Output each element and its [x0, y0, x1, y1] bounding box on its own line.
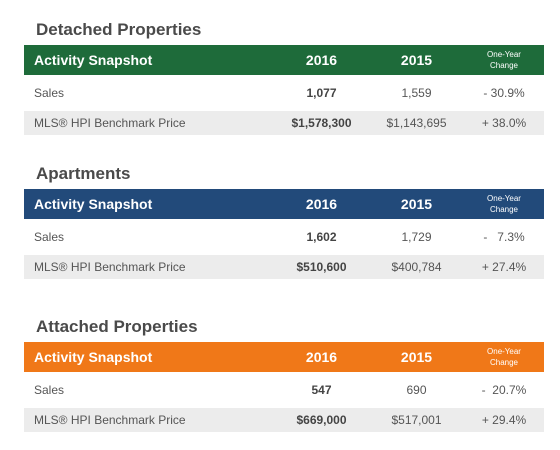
table-header: Activity Snapshot 2016 2015 One-Year Cha… — [24, 342, 544, 372]
value-2015: 690 — [406, 383, 427, 397]
value-2016: $669,000 — [296, 413, 347, 427]
section-title: Attached Properties — [36, 317, 198, 336]
section-title: Detached Properties — [36, 20, 202, 39]
header-label: Activity Snapshot — [34, 52, 153, 68]
header-2015: 2015 — [400, 196, 433, 212]
header-2015: 2015 — [400, 52, 433, 68]
row-label: Sales — [34, 86, 65, 100]
value-2015: $400,784 — [391, 260, 442, 274]
section-title: Apartments — [36, 164, 131, 183]
table-row: MLS® HPI Benchmark Price $669,000 $517,0… — [24, 408, 544, 432]
row-label: Sales — [34, 230, 65, 244]
value-2016: $1,578,300 — [291, 116, 352, 130]
header-change-line2: Change — [489, 205, 519, 214]
value-change: + 38.0% — [481, 116, 527, 130]
header-2016: 2016 — [305, 52, 338, 68]
table-row: Sales 1,077 1,559 - 30.9% — [24, 81, 544, 105]
header-change-line1: One-Year — [487, 347, 521, 356]
value-2015: 1,729 — [401, 230, 432, 244]
header-change: One-Year Change — [464, 49, 544, 71]
table-row: MLS® HPI Benchmark Price $510,600 $400,7… — [24, 255, 544, 279]
snapshot-table: Activity Snapshot 2016 2015 One-Year Cha… — [24, 189, 544, 279]
header-change-line1: One-Year — [487, 194, 521, 203]
header-change: One-Year Change — [464, 346, 544, 368]
row-label: MLS® HPI Benchmark Price — [34, 116, 186, 130]
table-header: Activity Snapshot 2016 2015 One-Year Cha… — [24, 45, 544, 75]
value-2016: 1,077 — [306, 86, 337, 100]
value-2016: 1,602 — [306, 230, 337, 244]
header-label: Activity Snapshot — [34, 349, 153, 365]
row-label: MLS® HPI Benchmark Price — [34, 413, 186, 427]
header-2016: 2016 — [305, 196, 338, 212]
header-2015: 2015 — [400, 349, 433, 365]
header-2016: 2016 — [305, 349, 338, 365]
value-2015: $517,001 — [391, 413, 442, 427]
value-change: - 7.3% — [483, 230, 525, 244]
row-label: Sales — [34, 383, 65, 397]
header-label: Activity Snapshot — [34, 196, 153, 212]
header-change: One-Year Change — [464, 193, 544, 215]
value-change: + 27.4% — [481, 260, 527, 274]
value-change: - 30.9% — [483, 86, 525, 100]
header-change-line1: One-Year — [487, 50, 521, 59]
header-change-line2: Change — [489, 61, 519, 70]
table-header: Activity Snapshot 2016 2015 One-Year Cha… — [24, 189, 544, 219]
value-2015: 1,559 — [401, 86, 432, 100]
table-row: Sales 547 690 - 20.7% — [24, 378, 544, 402]
value-change: - 20.7% — [481, 383, 527, 397]
table-row: MLS® HPI Benchmark Price $1,578,300 $1,1… — [24, 111, 544, 135]
value-2015: $1,143,695 — [386, 116, 447, 130]
value-2016: 547 — [311, 383, 332, 397]
table-row: Sales 1,602 1,729 - 7.3% — [24, 225, 544, 249]
header-change-line2: Change — [489, 358, 519, 367]
row-label: MLS® HPI Benchmark Price — [34, 260, 186, 274]
value-2016: $510,600 — [296, 260, 347, 274]
snapshot-table: Activity Snapshot 2016 2015 One-Year Cha… — [24, 45, 544, 135]
value-change: + 29.4% — [481, 413, 527, 427]
snapshot-table: Activity Snapshot 2016 2015 One-Year Cha… — [24, 342, 544, 432]
